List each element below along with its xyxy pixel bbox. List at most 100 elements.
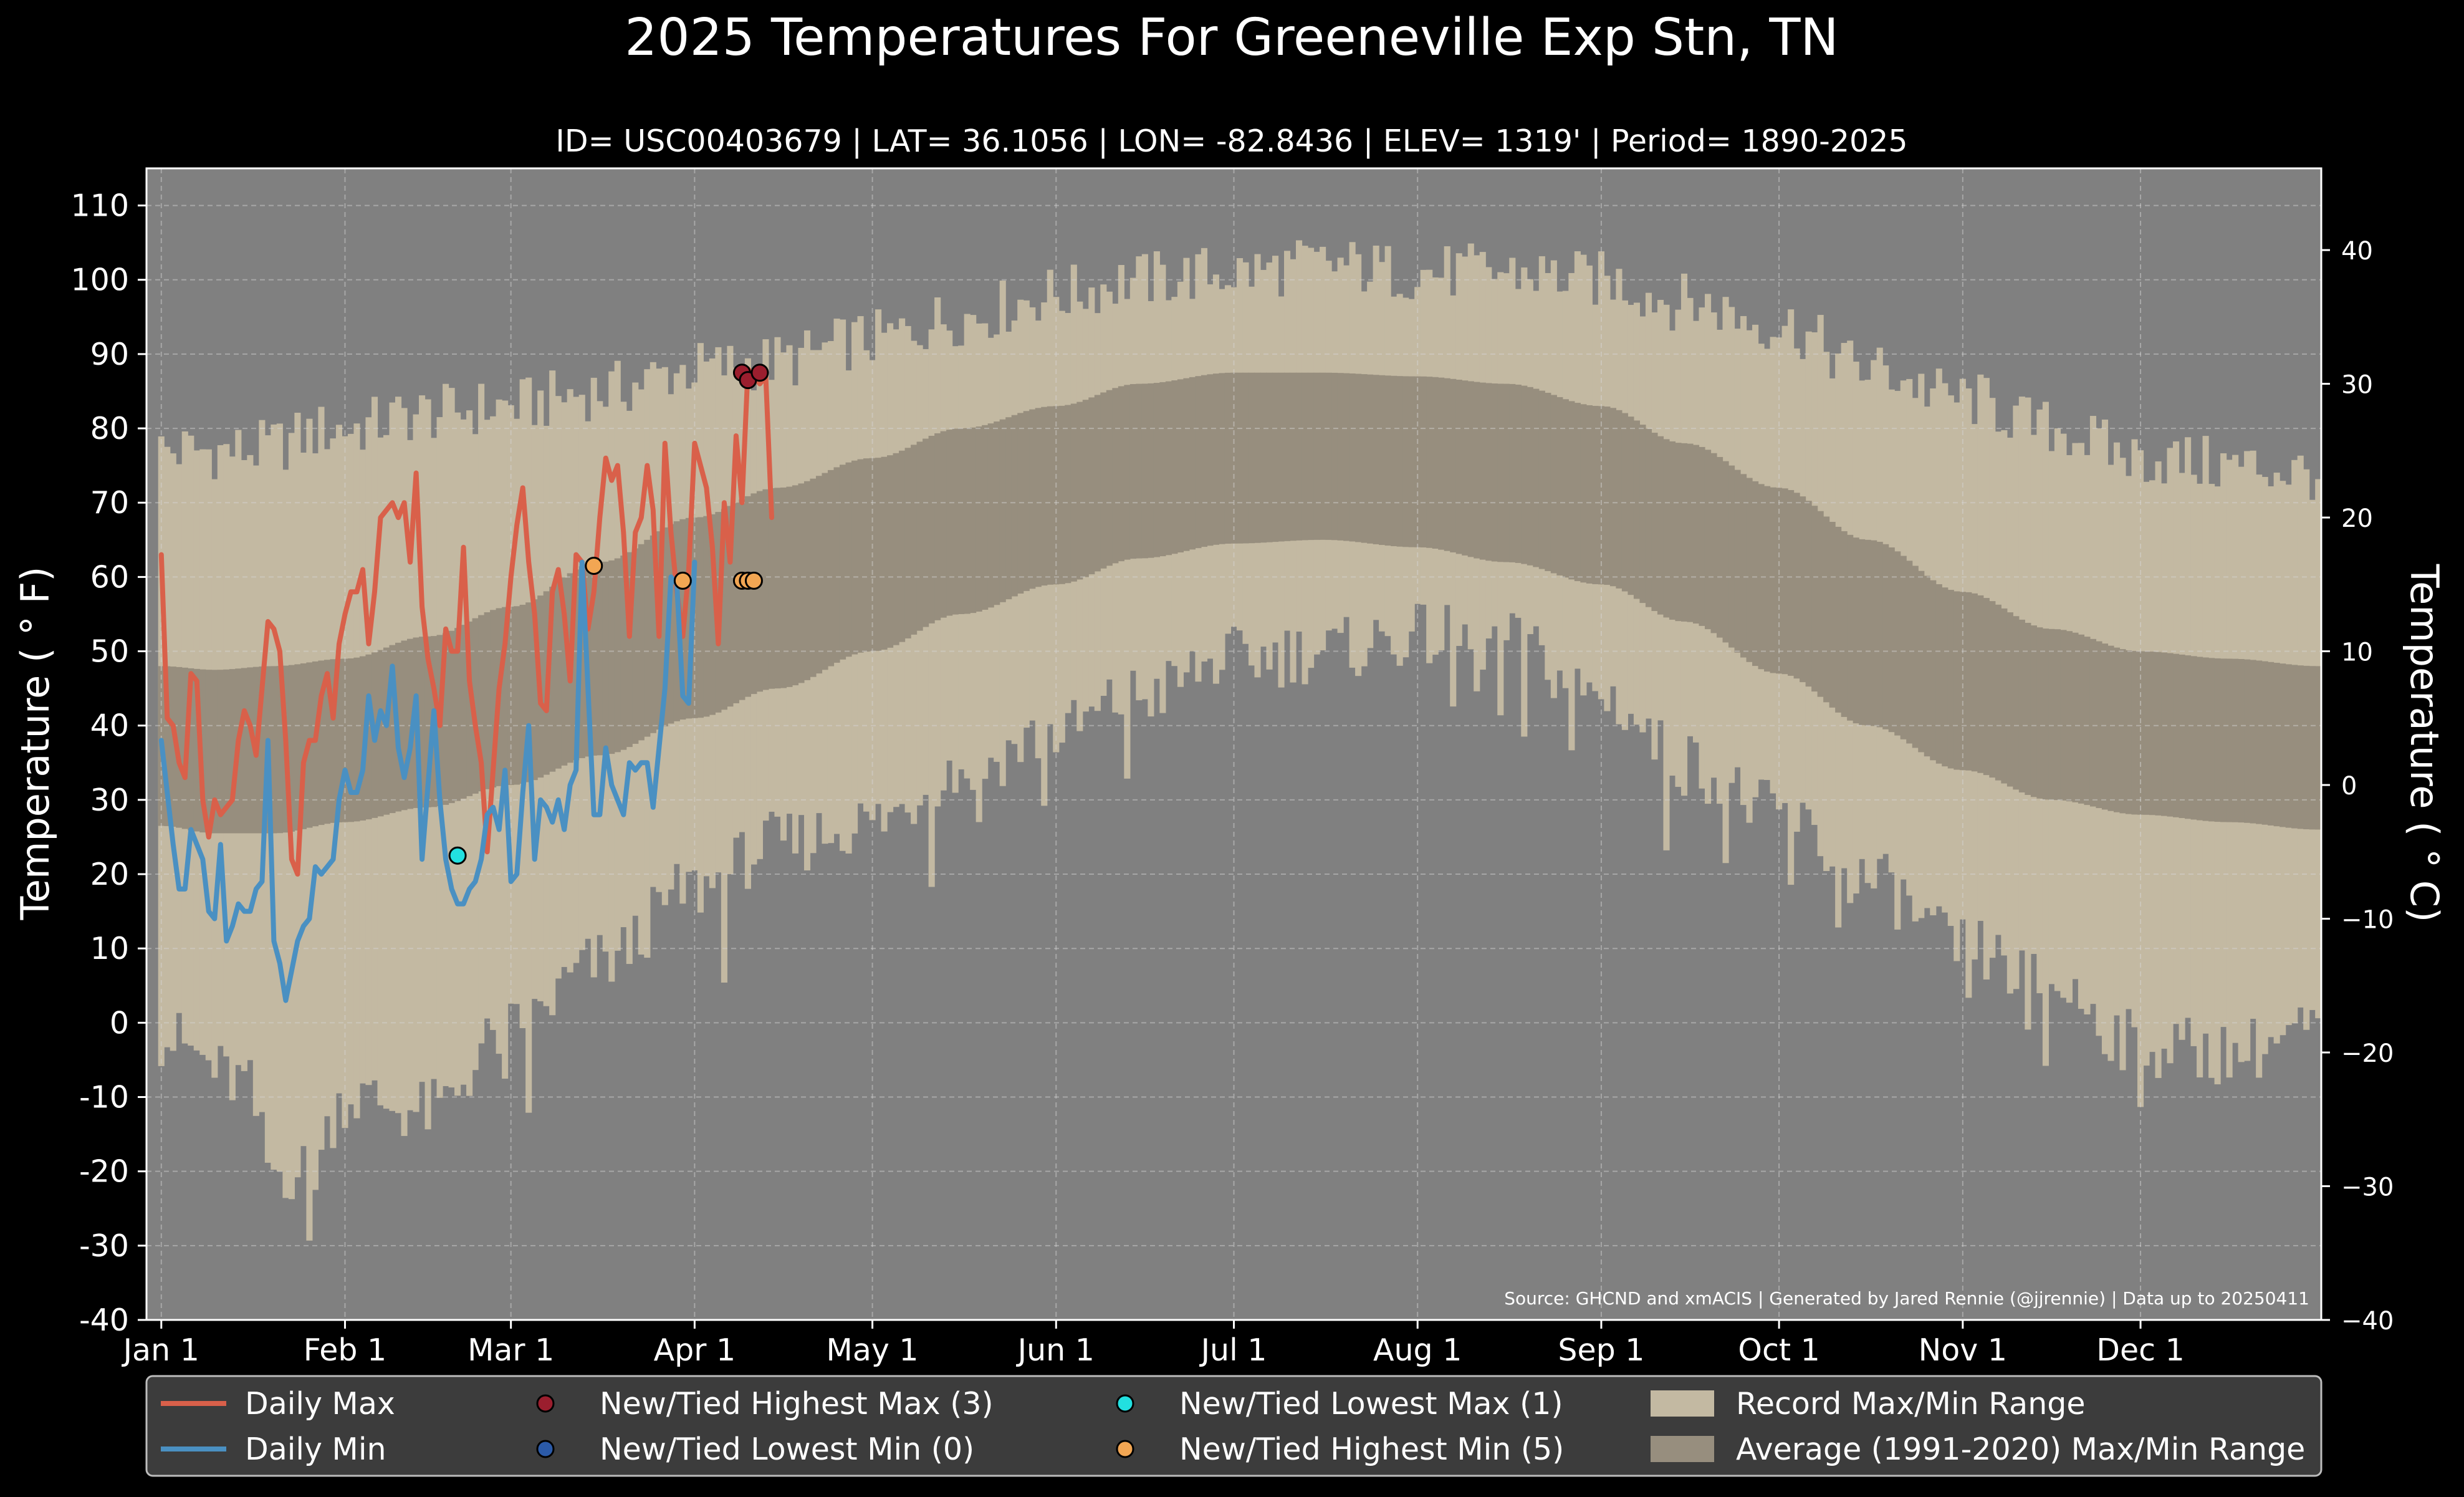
average-range-bar	[2238, 658, 2245, 823]
average-range-bar	[1278, 372, 1285, 542]
average-range-bar	[2078, 634, 2085, 804]
average-range-bar	[893, 453, 899, 645]
average-range-bar	[1260, 372, 1267, 543]
average-range-bar	[732, 503, 739, 703]
average-range-bar	[803, 481, 811, 680]
average-range-bar	[1503, 383, 1510, 562]
average-range-bar	[1159, 382, 1166, 557]
average-range-bar	[2042, 628, 2049, 800]
average-range-bar	[1604, 407, 1611, 585]
average-range-bar	[1076, 402, 1083, 580]
average-range-bar	[1906, 561, 1913, 744]
average-range-bar	[1106, 390, 1113, 566]
average-range-bar	[359, 656, 367, 821]
average-range-bar	[1669, 441, 1676, 620]
average-range-bar	[478, 615, 485, 792]
average-range-bar	[970, 427, 977, 614]
average-range-bar	[448, 630, 455, 804]
average-range-bar	[2066, 631, 2073, 802]
average-range-bar	[1728, 465, 1735, 648]
average-range-bar	[1663, 439, 1670, 618]
average-range-bar	[2025, 622, 2031, 795]
legend-patch-swatch	[1651, 1436, 1714, 1462]
average-range-bar	[1420, 376, 1427, 547]
average-range-bar	[982, 425, 989, 610]
average-range-bar	[2030, 625, 2037, 797]
average-range-bar	[940, 431, 947, 618]
average-range-bar	[839, 465, 846, 660]
y-tick-label-f: 30	[90, 782, 129, 818]
average-range-bar	[1474, 382, 1480, 559]
average-range-bar	[1793, 493, 1800, 679]
average-range-bar	[223, 669, 230, 834]
average-range-bar	[1171, 380, 1178, 554]
average-range-bar	[1645, 428, 1652, 607]
y-tick-label-f: 90	[90, 337, 129, 372]
average-range-bar	[904, 448, 911, 638]
average-range-bar	[1343, 373, 1350, 541]
average-range-bar	[2048, 628, 2055, 800]
average-range-bar	[608, 560, 615, 754]
average-range-bar	[1853, 537, 1859, 724]
average-range-bar	[1533, 388, 1540, 567]
average-range-bar	[1491, 383, 1498, 562]
average-range-bar	[1788, 489, 1795, 676]
average-range-bar	[1195, 376, 1202, 549]
y-tick-label-c: −20	[2341, 1039, 2394, 1068]
average-range-bar	[786, 486, 793, 687]
average-range-bar	[946, 430, 953, 616]
average-range-bar	[312, 661, 319, 827]
average-range-bar	[2119, 649, 2126, 814]
average-range-bar	[1894, 551, 1901, 736]
average-range-bar	[1817, 511, 1824, 697]
average-range-bar	[1521, 385, 1528, 564]
average-range-bar	[2006, 612, 2013, 787]
x-tick-label: May 1	[827, 1332, 919, 1368]
average-range-bar	[1871, 540, 1877, 726]
average-range-bar	[934, 433, 941, 620]
average-range-bar	[1550, 395, 1557, 574]
average-range-bar	[324, 660, 331, 824]
y-tick-label-c: −30	[2341, 1173, 2394, 1202]
average-range-bar	[1455, 379, 1462, 554]
average-range-bar	[911, 445, 918, 635]
average-range-bar	[2232, 658, 2239, 822]
average-range-bar	[2018, 619, 2025, 792]
average-range-bar	[2101, 643, 2109, 810]
x-tick-label: Apr 1	[654, 1332, 736, 1368]
average-range-bar	[697, 517, 704, 718]
average-range-bar	[241, 668, 247, 834]
average-range-bar	[1888, 547, 1895, 733]
average-range-bar	[1545, 392, 1551, 571]
average-range-bar	[1616, 410, 1623, 589]
average-range-bar	[2113, 647, 2121, 812]
average-range-bar	[1800, 496, 1806, 683]
average-range-bar	[2279, 663, 2286, 827]
average-range-bar	[2268, 662, 2275, 826]
average-range-bar	[851, 460, 858, 655]
average-range-bar	[1953, 591, 1960, 770]
average-range-bar	[798, 483, 805, 683]
average-range-bar	[531, 599, 538, 781]
legend-label: Daily Max	[245, 1386, 395, 1422]
average-range-bar	[822, 473, 828, 670]
average-range-bar	[1959, 592, 1966, 771]
average-range-bar	[792, 485, 799, 686]
y-tick-label-f: -40	[79, 1302, 129, 1338]
average-range-bar	[193, 668, 200, 832]
average-range-bar	[342, 658, 348, 822]
average-range-bar	[721, 509, 727, 710]
average-range-bar	[881, 456, 888, 650]
x-tick-label: Feb 1	[304, 1332, 387, 1368]
x-tick-label: Jul 1	[1199, 1332, 1267, 1368]
average-range-bar	[1248, 372, 1255, 544]
average-range-bar	[347, 658, 355, 822]
average-range-bar	[875, 458, 882, 651]
y-tick-label-c: 0	[2341, 772, 2357, 801]
average-range-bar	[2013, 616, 2020, 790]
average-range-bar	[1450, 378, 1457, 552]
average-range-bar	[1538, 390, 1545, 569]
average-range-bar	[1847, 534, 1854, 721]
average-range-bar	[2036, 627, 2043, 799]
average-range-bar	[1717, 456, 1723, 638]
